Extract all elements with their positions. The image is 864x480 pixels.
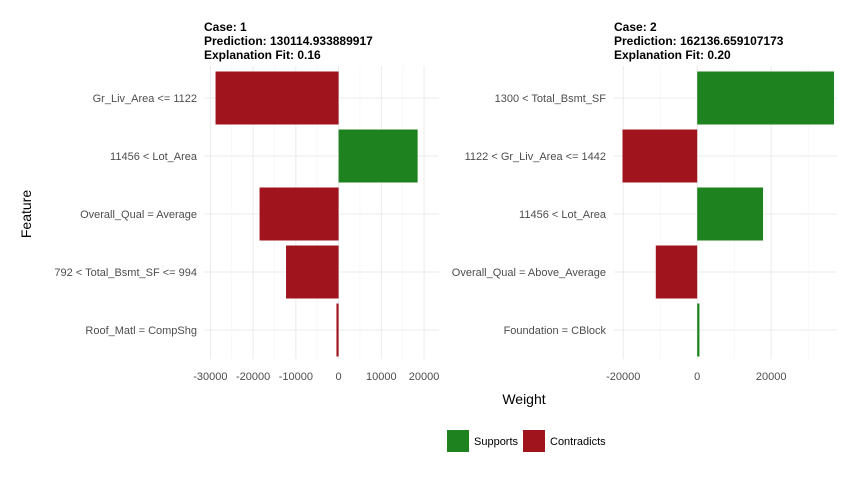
category-label: 792 < Total_Bsmt_SF <= 994 xyxy=(54,267,197,279)
legend-swatch-supports xyxy=(447,430,469,452)
x-tick-label: 0 xyxy=(336,371,342,383)
x-axis-title: Weight xyxy=(502,391,545,407)
bar xyxy=(259,187,339,241)
panel-title-line: Prediction: 162136.659107173 xyxy=(614,34,784,48)
x-tick-label: 20000 xyxy=(409,371,440,383)
y-axis-title: Feature xyxy=(18,190,34,238)
panel-title-line: Explanation Fit: 0.16 xyxy=(204,48,321,62)
bar xyxy=(336,303,339,357)
panels-layer: Gr_Liv_Area <= 1122 11456 < Lot_Area Overa… xyxy=(54,20,837,383)
bar xyxy=(338,129,418,183)
panel-1: Gr_Liv_Area <= 1122 11456 < Lot_Area Overa… xyxy=(54,20,439,383)
category-label: Overall_Qual = Average xyxy=(80,209,197,221)
bar xyxy=(286,245,339,299)
legend: Supports Contradicts xyxy=(447,430,606,452)
legend-label-supports: Supports xyxy=(474,436,519,448)
bar xyxy=(697,187,764,241)
x-tick-label: 20000 xyxy=(756,371,787,383)
category-label: Foundation = CBlock xyxy=(504,325,607,337)
category-label: Gr_Liv_Area <= 1122 xyxy=(93,93,197,105)
bar xyxy=(697,71,835,125)
bar xyxy=(215,71,339,125)
x-tick-label: 0 xyxy=(694,371,700,383)
category-label: Overall_Qual = Above_Average xyxy=(452,267,606,279)
legend-label-contradicts: Contradicts xyxy=(550,436,606,448)
panel-title-line: Case: 2 xyxy=(614,20,657,34)
x-tick-label: -30000 xyxy=(193,371,227,383)
bar xyxy=(697,303,700,357)
panel-2: 1300 < Total_Bsmt_SF 1122 < Gr_Liv_Area <… xyxy=(452,20,837,383)
panel-title-line: Explanation Fit: 0.20 xyxy=(614,48,731,62)
category-label: 1122 < Gr_Liv_Area <= 1442 xyxy=(465,151,606,163)
x-tick-label: 10000 xyxy=(366,371,397,383)
x-tick-label: -10000 xyxy=(279,371,313,383)
panel-title-line: Case: 1 xyxy=(204,20,247,34)
legend-swatch-contradicts xyxy=(523,430,545,452)
x-tick-label: -20000 xyxy=(606,371,640,383)
x-tick-label: -20000 xyxy=(236,371,270,383)
panel-title-line: Prediction: 130114.933889917 xyxy=(204,34,373,48)
category-label: 1300 < Total_Bsmt_SF xyxy=(495,93,607,105)
bar xyxy=(622,129,698,183)
bar xyxy=(655,245,698,299)
category-label: 11456 < Lot_Area xyxy=(110,151,198,163)
category-label: Roof_Matl = CompShg xyxy=(85,325,197,337)
category-label: 11456 < Lot_Area xyxy=(519,209,607,221)
